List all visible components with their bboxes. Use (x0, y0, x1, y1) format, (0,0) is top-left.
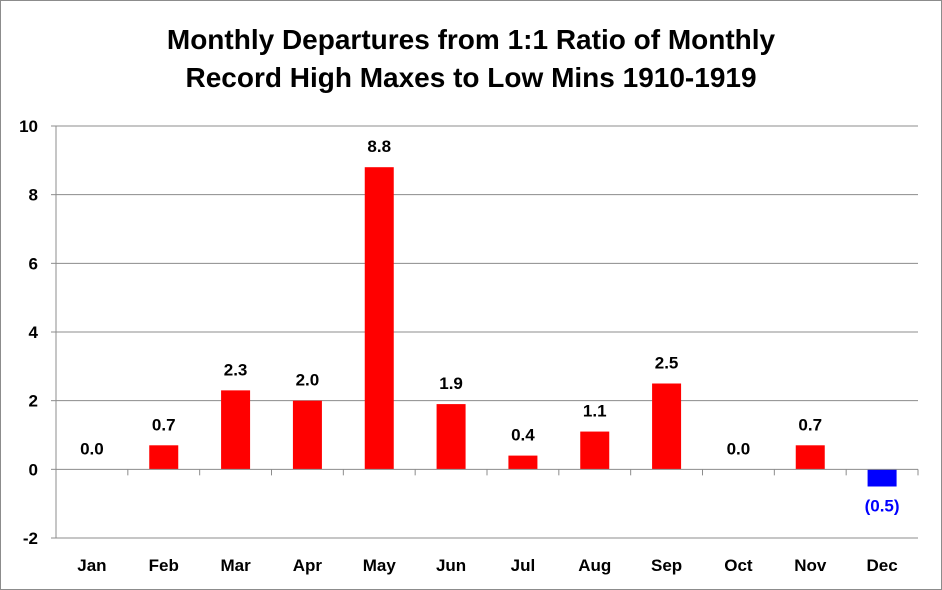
x-tick-label: Feb (149, 556, 179, 575)
bar-jun (436, 404, 466, 470)
x-tick-label: Jun (436, 556, 466, 575)
x-tick-label: Oct (724, 556, 753, 575)
x-tick-label: Jan (77, 556, 106, 575)
bar-may (364, 167, 394, 470)
y-tick-label: 2 (29, 392, 38, 411)
data-label: 0.7 (152, 415, 176, 434)
data-label: 2.0 (296, 371, 320, 390)
data-label: 2.5 (655, 354, 679, 373)
data-label: 1.9 (439, 374, 463, 393)
bar-aug (580, 431, 610, 470)
bar-apr (292, 400, 322, 470)
x-tick-label: Jul (511, 556, 536, 575)
x-tick-label: May (363, 556, 397, 575)
bar-sep (652, 383, 682, 470)
data-label: 8.8 (367, 137, 391, 156)
y-tick-label: 8 (29, 186, 38, 205)
data-label: 0.0 (727, 439, 751, 458)
y-tick-label: 4 (29, 323, 39, 342)
data-label: 0.4 (511, 426, 535, 445)
bar-jul (508, 455, 538, 470)
bar-nov (795, 445, 825, 470)
x-tick-label: Sep (651, 556, 682, 575)
x-tick-label: Aug (578, 556, 611, 575)
chart-title-line1: Monthly Departures from 1:1 Ratio of Mon… (166, 24, 776, 55)
data-label: 0.7 (798, 415, 822, 434)
y-tick-label: 0 (29, 460, 38, 479)
y-tick-label: 6 (29, 254, 38, 273)
data-label: 2.3 (224, 360, 248, 379)
x-tick-label: Nov (794, 556, 827, 575)
x-tick-label: Dec (866, 556, 897, 575)
y-tick-label: 10 (19, 117, 38, 136)
bar-mar (221, 390, 251, 470)
y-tick-label: -2 (23, 529, 38, 548)
chart-title-line2: Record High Maxes to Low Mins 1910-1919 (185, 62, 757, 93)
data-label: 1.1 (583, 402, 607, 421)
data-label: 0.0 (80, 439, 104, 458)
chart-title: Monthly Departures from 1:1 Ratio of Mon… (1, 21, 941, 97)
bar-feb (149, 445, 179, 470)
data-label: (0.5) (865, 497, 900, 516)
x-tick-label: Mar (220, 556, 251, 575)
x-tick-label: Apr (293, 556, 323, 575)
bar-dec (867, 469, 897, 487)
